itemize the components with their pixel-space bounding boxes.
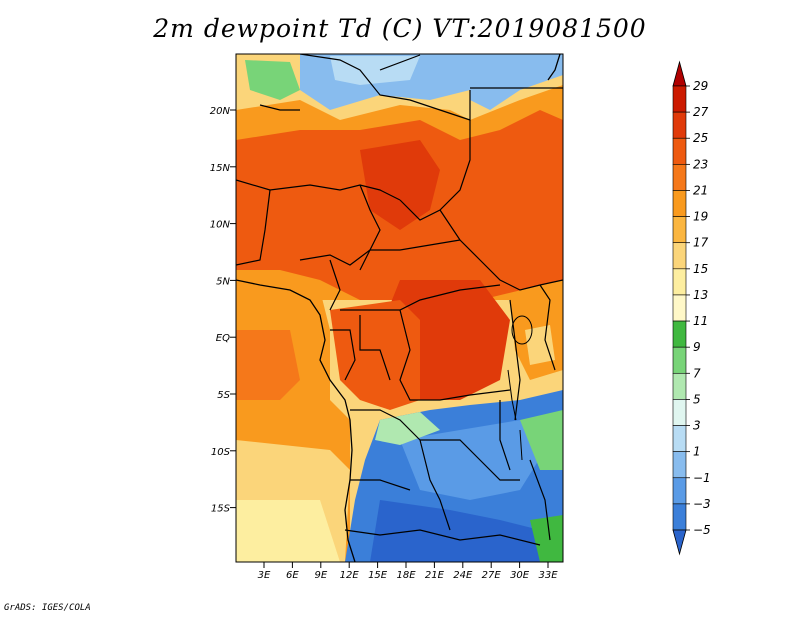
colorbar-label: 13: [693, 288, 708, 302]
lon-label: 21E: [425, 570, 445, 581]
colorbar-segment: [672, 399, 687, 426]
latitude-axis: 20N 15N 10N 5N EQ 5S 10S 15S: [210, 106, 236, 515]
lon-label: 33E: [538, 570, 558, 581]
lon-label: 9E: [314, 570, 327, 581]
lon-label: 15E: [368, 570, 388, 581]
colorbar-segment: [672, 320, 687, 348]
colorbar-label: 5: [693, 392, 701, 406]
colorbar-label: 1: [693, 445, 701, 459]
colorbar-segment: [672, 346, 687, 374]
country-borders: [236, 54, 563, 546]
colorbar-label: 25: [693, 131, 708, 145]
colorbar-segment: [672, 216, 687, 244]
colorbar-segment: [672, 503, 687, 531]
colorbar-bottom-arrow: [672, 529, 687, 556]
colorbar-label: 9: [693, 340, 701, 354]
lon-label: 30E: [510, 570, 530, 581]
colorbar-label: −1: [693, 471, 711, 485]
colorbar-label: 21: [693, 183, 708, 197]
colorbar-segment: [672, 294, 687, 322]
colorbar-segment: [672, 477, 687, 505]
colorbar-segment: [672, 425, 687, 452]
lon-label: 6E: [286, 570, 299, 581]
colorbar-label: 23: [693, 157, 708, 171]
colorbar-segment: [672, 85, 687, 113]
colorbar-segment: [672, 137, 687, 165]
lat-label: 5N: [216, 276, 230, 287]
footer-credit: GrADS: IGES/COLA: [4, 603, 91, 613]
lon-label: 27E: [482, 570, 502, 581]
lat-label: 15S: [211, 504, 231, 515]
colorbar-segment: [672, 190, 687, 217]
coastline: [236, 54, 561, 562]
colorbar-label: −5: [693, 523, 711, 537]
colorbar-segment: [672, 372, 687, 400]
lon-label: 24E: [453, 570, 473, 581]
lat-label: 20N: [210, 106, 231, 117]
lon-label: 3E: [258, 570, 271, 581]
lakes: [507, 315, 533, 461]
colorbar-segment: [672, 268, 687, 296]
colorbar-label: 11: [693, 314, 708, 328]
colorbar-label: 15: [693, 262, 708, 276]
colorbar-segment: [672, 451, 687, 479]
colorbar-segment: [672, 242, 687, 270]
colorbar-label: 19: [693, 210, 708, 224]
lat-label: 10S: [211, 447, 231, 458]
lat-label: 15N: [210, 163, 231, 174]
colorbar-label: 3: [693, 419, 701, 433]
lat-label: 10N: [210, 220, 231, 231]
colorbar-label: 17: [693, 236, 709, 250]
lon-label: 18E: [396, 570, 416, 581]
colorbar-top-arrow: [672, 60, 687, 87]
map-frame: [235, 53, 564, 563]
colorbar-segment: [672, 164, 687, 191]
map-title: 2m dewpoint Td (C) VT:2019081500: [153, 14, 647, 43]
lat-label: 5S: [217, 390, 230, 401]
longitude-axis: 3E 6E 9E 12E 15E 18E 21E 24E 27E 30E 33E: [258, 562, 558, 581]
colorbar-segment: [672, 111, 687, 139]
colorbar-label: 7: [693, 366, 701, 380]
lat-label: EQ: [216, 333, 230, 344]
colorbar-label: 27: [693, 105, 709, 119]
colorbar-label: 29: [693, 79, 708, 93]
lon-label: 12E: [340, 570, 360, 581]
dewpoint-field: [236, 54, 563, 562]
colorbar: 29 27 25 23 21 19 17 15 13 11 9 7 5 3 1 −1 −3 −5: [672, 60, 711, 556]
colorbar-label: −3: [693, 497, 711, 511]
